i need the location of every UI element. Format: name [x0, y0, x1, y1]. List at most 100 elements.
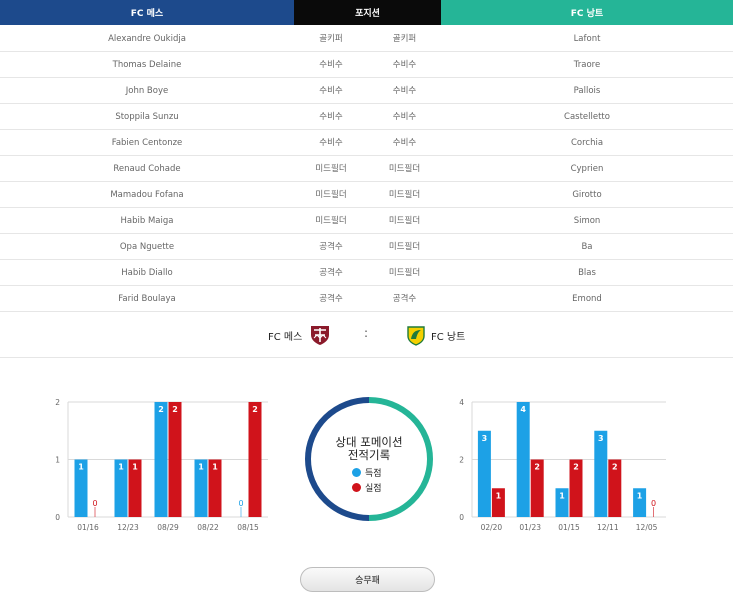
home-position: 미드필더 — [315, 216, 347, 226]
scored-bar — [594, 430, 608, 517]
lineup-row: John Boye 수비수 수비수 Pallois — [0, 78, 733, 104]
lineup-row: Mamadou Fofana 미드필더 미드필더 Girotto — [0, 182, 733, 208]
home-player-name: John Boye — [125, 86, 169, 96]
lineup-row: Habib Diallo 공격수 미드필더 Blas — [0, 260, 733, 286]
bar-value-label: 1 — [78, 463, 84, 472]
away-position: 수비수 — [392, 138, 417, 148]
home-position: 공격수 — [319, 294, 343, 304]
home-player-name: Habib Maiga — [120, 216, 174, 226]
x-tick-label: 08/29 — [157, 523, 179, 532]
win-draw-loss-button[interactable]: 승무패 — [300, 567, 435, 592]
away-player-name: Traore — [573, 60, 601, 70]
bar-value-label: 1 — [132, 463, 138, 472]
bar-value-label: 1 — [212, 463, 218, 472]
bar-value-label: 4 — [520, 405, 526, 414]
away-position: 수비수 — [392, 86, 417, 96]
home-player-name: Farid Boulaya — [118, 294, 176, 304]
metz-crest-icon — [311, 326, 329, 345]
home-player-name: Mamadou Fofana — [110, 190, 184, 200]
bar-value-label: 1 — [198, 463, 204, 472]
home-player-name: Thomas Delaine — [112, 60, 182, 70]
bar-value-label: 3 — [482, 434, 488, 443]
conceded-bar — [208, 459, 222, 517]
away-position: 미드필더 — [388, 164, 421, 174]
x-tick-label: 01/16 — [77, 523, 99, 532]
lineup-row: Alexandre Oukidja 골키퍼 골키퍼 Lafont — [0, 26, 733, 52]
lineup-row: Habib Maiga 미드필더 미드필더 Simon — [0, 208, 733, 234]
scored-bar — [74, 459, 88, 517]
away-player-name: Ba — [581, 242, 593, 252]
away-player-name: Pallois — [573, 86, 601, 96]
home-player-name: Renaud Cohade — [113, 164, 181, 174]
lineup-row: Opa Nguette 공격수 미드필더 Ba — [0, 234, 733, 260]
home-position: 공격수 — [319, 268, 343, 278]
scored-bar — [114, 459, 128, 517]
away-player-name: Simon — [573, 216, 601, 226]
scored-bar — [477, 430, 491, 517]
legend-conceded: 실점 — [352, 481, 382, 494]
y-tick-label: 0 — [55, 513, 60, 522]
away-position: 미드필더 — [388, 216, 421, 226]
home-position: 미드필더 — [315, 190, 347, 200]
home-position: 골키퍼 — [319, 34, 343, 44]
formation-record-title: 상대 포메이션 전적기록 — [308, 436, 430, 462]
bar-value-label: 2 — [573, 463, 579, 472]
away-player-name: Corchia — [570, 138, 604, 148]
bar-value-label: 2 — [172, 405, 178, 414]
x-tick-label: 12/23 — [117, 523, 139, 532]
conceded-bar — [248, 402, 262, 517]
away-position: 미드필더 — [388, 190, 421, 200]
scored-bar — [194, 459, 208, 517]
y-tick-label: 1 — [55, 456, 60, 465]
lineup-row: Renaud Cohade 미드필더 미드필더 Cyprien — [0, 156, 733, 182]
away-player-name: Lafont — [573, 34, 601, 44]
home-team-header: FC 메스 — [0, 0, 294, 25]
x-tick-label: 12/05 — [636, 523, 658, 532]
bar-value-label: 1 — [637, 491, 643, 500]
bar-value-label: 0 — [92, 499, 97, 508]
x-tick-label: 01/15 — [558, 523, 580, 532]
x-tick-label: 02/20 — [481, 523, 503, 532]
legend-scored-label: 득점 — [365, 469, 382, 479]
x-tick-label: 12/11 — [597, 523, 619, 532]
conceded-bar — [491, 488, 505, 517]
away-position: 골키퍼 — [392, 34, 417, 44]
lineup-row: Farid Boulaya 공격수 공격수 Emond — [0, 286, 733, 312]
away-player-name: Cyprien — [570, 164, 604, 174]
x-tick-label: 08/22 — [197, 523, 219, 532]
scored-bar — [154, 402, 168, 517]
away-player-name: Girotto — [572, 190, 602, 200]
bar-value-label: 2 — [534, 463, 540, 472]
y-tick-label: 2 — [459, 456, 464, 465]
home-team-name: FC 메스 — [268, 332, 303, 343]
position-header: 포지션 — [294, 0, 441, 25]
home-position: 미드필더 — [315, 164, 347, 174]
away-position: 미드필더 — [388, 268, 421, 278]
lineup-row: Stoppila Sunzu 수비수 수비수 Castelletto — [0, 104, 733, 130]
legend-conceded-label: 실점 — [365, 484, 382, 494]
away-team-name: FC 낭트 — [431, 332, 466, 343]
x-tick-label: 01/23 — [519, 523, 541, 532]
legend-scored: 득점 — [352, 466, 382, 479]
y-tick-label: 0 — [459, 513, 464, 522]
bar-value-label: 0 — [238, 499, 243, 508]
away-player-name: Blas — [578, 268, 596, 278]
bar-value-label: 1 — [118, 463, 124, 472]
home-player-name: Alexandre Oukidja — [108, 34, 186, 44]
home-position: 수비수 — [319, 86, 343, 96]
scored-bar — [633, 488, 647, 517]
bar-value-label: 2 — [158, 405, 164, 414]
scored-bar — [555, 488, 569, 517]
ring-away-half — [368, 397, 433, 521]
home-position: 수비수 — [319, 138, 343, 148]
y-tick-label: 2 — [55, 398, 60, 407]
y-tick-label: 4 — [459, 398, 464, 407]
lineup-row: Thomas Delaine 수비수 수비수 Traore — [0, 52, 733, 78]
matchup-bar: FC 메스 : FC 낭트 — [0, 312, 733, 358]
away-position: 수비수 — [392, 112, 417, 122]
away-player-name: Castelletto — [564, 112, 610, 122]
bar-value-label: 2 — [612, 463, 618, 472]
home-player-name: Stoppila Sunzu — [115, 112, 179, 122]
scored-bar — [516, 402, 530, 517]
